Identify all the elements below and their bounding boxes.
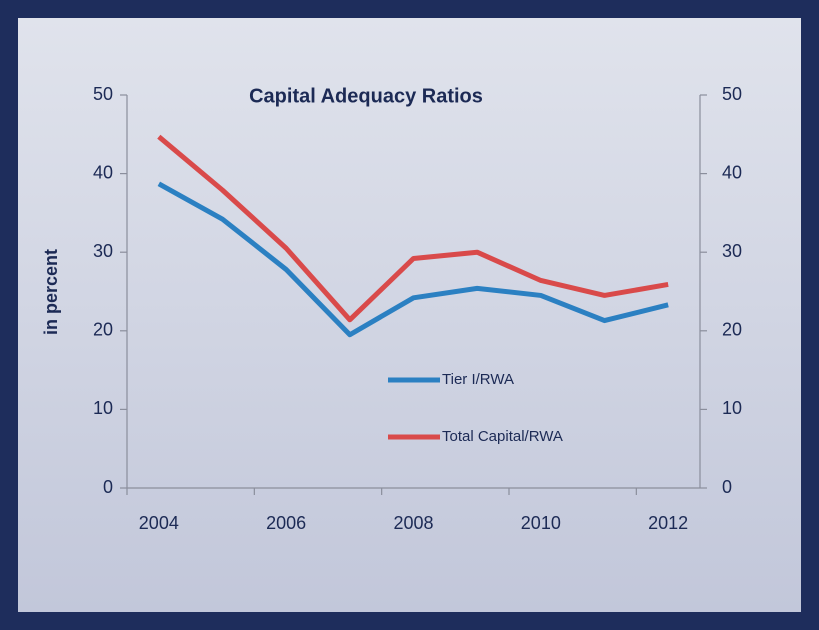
y-tick-label: 10: [93, 398, 113, 418]
y2-tick-label: 10: [722, 398, 742, 418]
y-tick-label: 0: [103, 477, 113, 497]
x-tick-label: 2008: [393, 513, 433, 533]
series-line: [157, 134, 669, 323]
chart-title: Capital Adequacy Ratios: [249, 85, 483, 107]
y-tick-label: 50: [93, 84, 113, 104]
series-line: [157, 181, 669, 338]
y2-tick-label: 0: [722, 477, 732, 497]
x-tick-label: 2004: [139, 513, 179, 533]
legend-label: Tier I/RWA: [442, 371, 514, 388]
y2-tick-label: 30: [722, 241, 742, 261]
x-tick-label: 2012: [648, 513, 688, 533]
panel: [18, 18, 801, 612]
x-tick-label: 2010: [521, 513, 561, 533]
x-tick-label: 2006: [266, 513, 306, 533]
y-axis-label: in percent: [41, 249, 61, 335]
y2-tick-label: 20: [722, 320, 742, 340]
y-tick-label: 40: [93, 162, 113, 182]
y-tick-label: 30: [93, 241, 113, 261]
y2-tick-label: 50: [722, 84, 742, 104]
y-tick-label: 20: [93, 320, 113, 340]
legend-label: Total Capital/RWA: [442, 428, 563, 445]
y2-tick-label: 40: [722, 162, 742, 182]
